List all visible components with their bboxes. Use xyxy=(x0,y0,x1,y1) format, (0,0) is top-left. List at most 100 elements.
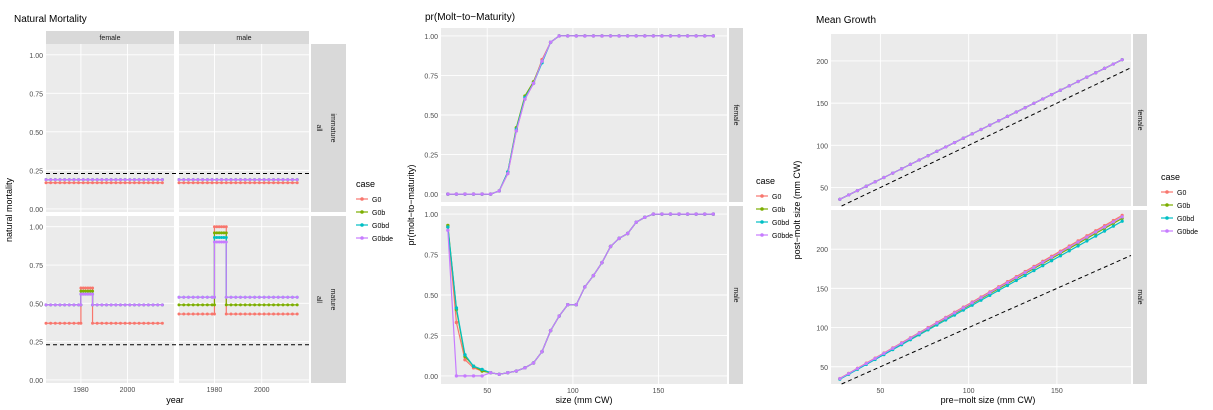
chart3-male-G0bde-point xyxy=(899,341,904,345)
chart2-female-G0bde-point xyxy=(497,189,501,193)
legend-entry-G0: G0 xyxy=(772,194,781,201)
chart3-male-G0bde-point xyxy=(873,356,877,361)
chart2-male-G0bd-point xyxy=(480,367,484,372)
chart1-male_immature-G0-point xyxy=(238,181,242,185)
chart1-male_mature-G0-point xyxy=(177,312,181,316)
chart1-male_mature-G0bde-point xyxy=(262,295,266,299)
chart2-strip-male-bg xyxy=(729,206,743,384)
chart2-female-G0bde-point xyxy=(506,171,510,176)
legend-key-point xyxy=(1165,216,1169,220)
chart3-male-G0bde-point xyxy=(988,291,992,295)
chart3-y-tick-label: 100 xyxy=(816,143,828,150)
chart2-female-G0bde-point xyxy=(574,34,578,38)
chart1-male_mature-G0b-point xyxy=(234,303,238,307)
chart1-male_immature-G0bde-point xyxy=(182,178,186,182)
chart1-male_mature-G0b-point xyxy=(290,303,294,307)
chart1-y-tick-label: 0.00 xyxy=(29,207,43,214)
chart2-male-G0bde-point xyxy=(531,361,536,365)
chart1-male_mature-G0-point xyxy=(186,312,190,316)
chart1-female_immature-G0-point xyxy=(67,181,71,185)
chart3-male-G0bde-point xyxy=(926,326,930,330)
chart1-strip-male-label: male xyxy=(236,35,251,42)
chart2-male-G0bde-point xyxy=(643,215,647,220)
chart1-male_mature-G0-point xyxy=(248,312,252,316)
chart1-male_mature-G0-point xyxy=(215,225,219,229)
chart1-female_mature-G0-point xyxy=(109,321,113,325)
legend-key-point xyxy=(1165,203,1169,207)
chart3-male-G0bde-point xyxy=(1094,230,1098,234)
chart3-male-G0bde-point xyxy=(1041,260,1045,264)
chart1-y-tick-label: 0.25 xyxy=(29,168,43,175)
chart1-female_mature-G0-point xyxy=(123,321,127,325)
chart1-male_mature-G0bde-point xyxy=(177,295,181,299)
chart1-female_immature-G0bde-point xyxy=(49,178,53,182)
chart1-male_mature-G0-point xyxy=(286,312,290,316)
chart3-x-tick-label: 50 xyxy=(877,388,885,395)
chart3-female-G0bde-point xyxy=(873,180,877,184)
chart2-female-G0bde-point xyxy=(685,34,690,38)
chart2-male-G0bde-point xyxy=(574,303,578,307)
chart1-male_mature-G0b-point xyxy=(243,303,247,307)
legend-entry-G0b: G0b xyxy=(372,210,385,217)
chart1-female_mature-G0-point xyxy=(146,321,150,325)
chart1-male_mature-G0bde-point xyxy=(295,295,299,299)
chart3-strip-male-label: male xyxy=(1136,289,1143,304)
chart3-male-G0bd-point xyxy=(1111,224,1115,228)
chart2-x-tick-label: 100 xyxy=(567,388,579,395)
chart1-female_mature-G0bde-point xyxy=(128,303,132,307)
chart1-female_mature-G0b-point xyxy=(88,289,92,293)
chart2-male-G0bd-point xyxy=(454,306,459,310)
chart1-male_mature-G0bde-point xyxy=(222,240,226,244)
chart1-male_mature-G0-point xyxy=(238,312,242,316)
chart2-male-G0bde-point xyxy=(548,328,553,333)
chart1-female_mature-G0bde-point xyxy=(114,303,118,307)
chart2-female-G0bde-point xyxy=(471,192,476,196)
chart1-female_immature-G0bde-point xyxy=(105,178,109,182)
chart1-male_immature-G0-point xyxy=(272,181,276,185)
chart3-female-G0bde-point xyxy=(944,145,948,149)
chart2-female-G0bde-point xyxy=(454,192,459,196)
chart2-male-G0bde-point xyxy=(625,231,630,236)
chart1-female_mature-G0-point xyxy=(44,321,48,325)
chart1-male_mature-G0b-point xyxy=(286,303,290,307)
chart2-strip-female-bg xyxy=(729,28,743,202)
chart1-strip-row-sublabel: all xyxy=(315,296,322,303)
chart1-female_immature-G0-point xyxy=(58,181,62,185)
chart2-male-G0bde-point xyxy=(651,212,656,216)
chart1-female_immature-G0bde-point xyxy=(142,178,146,182)
legend-key-point xyxy=(760,233,764,237)
chart1-female_immature-G0-point xyxy=(95,181,99,185)
chart1-male_mature-G0bde-point xyxy=(201,295,205,299)
chart1-female_mature-G0-point xyxy=(53,321,57,325)
legend-entry-G0bde: G0bde xyxy=(1177,229,1198,236)
chart1-female_immature-G0-point xyxy=(77,181,81,185)
chart2-male-G0bde-point xyxy=(454,374,459,378)
chart2-female-G0bde-point xyxy=(703,34,707,38)
chart2-male-G0bd-point xyxy=(446,225,450,229)
chart1-strip-row-label: immature xyxy=(329,113,336,142)
chart1-male_immature-G0bde-point xyxy=(253,178,257,182)
chart1-male_immature-G0-point xyxy=(215,181,219,185)
chart1-y-tick-label: 1.00 xyxy=(29,53,43,60)
chart1-strip-male-bg xyxy=(179,31,309,44)
chart1-strip-row-label: mature xyxy=(329,289,336,311)
chart1-male_mature-G0bde-point xyxy=(191,295,195,299)
chart2-male-G0bde-point xyxy=(566,303,570,307)
chart1-male_immature-G0-point xyxy=(257,181,261,185)
chart1-male_immature-G0bde-point xyxy=(272,178,276,182)
chart1-female_mature-G0-point xyxy=(77,321,81,325)
chart3-male-G0bde-point xyxy=(864,361,868,366)
chart1-female_mature-G0b-point xyxy=(86,289,90,293)
chart1-male_mature-G0-point xyxy=(267,312,271,316)
chart3-female-G0bde-point xyxy=(1023,106,1027,110)
chart3-male-G0bde-point xyxy=(1120,215,1124,219)
chart3-male-G0bd-point xyxy=(1023,273,1027,278)
chart1-female_immature-G0bde-point xyxy=(151,178,155,182)
chart1-male_immature-G0-point xyxy=(201,181,205,185)
chart1-male_mature-G0bd-point xyxy=(222,235,226,239)
chart1-female_mature-G0-point xyxy=(79,321,83,325)
chart1-female_mature-G0b-point xyxy=(91,289,95,293)
chart3-y-tick-label: 200 xyxy=(816,247,828,254)
chart1-male_mature-G0-point xyxy=(210,312,214,316)
chart2-female-G0bde-point xyxy=(694,34,698,38)
